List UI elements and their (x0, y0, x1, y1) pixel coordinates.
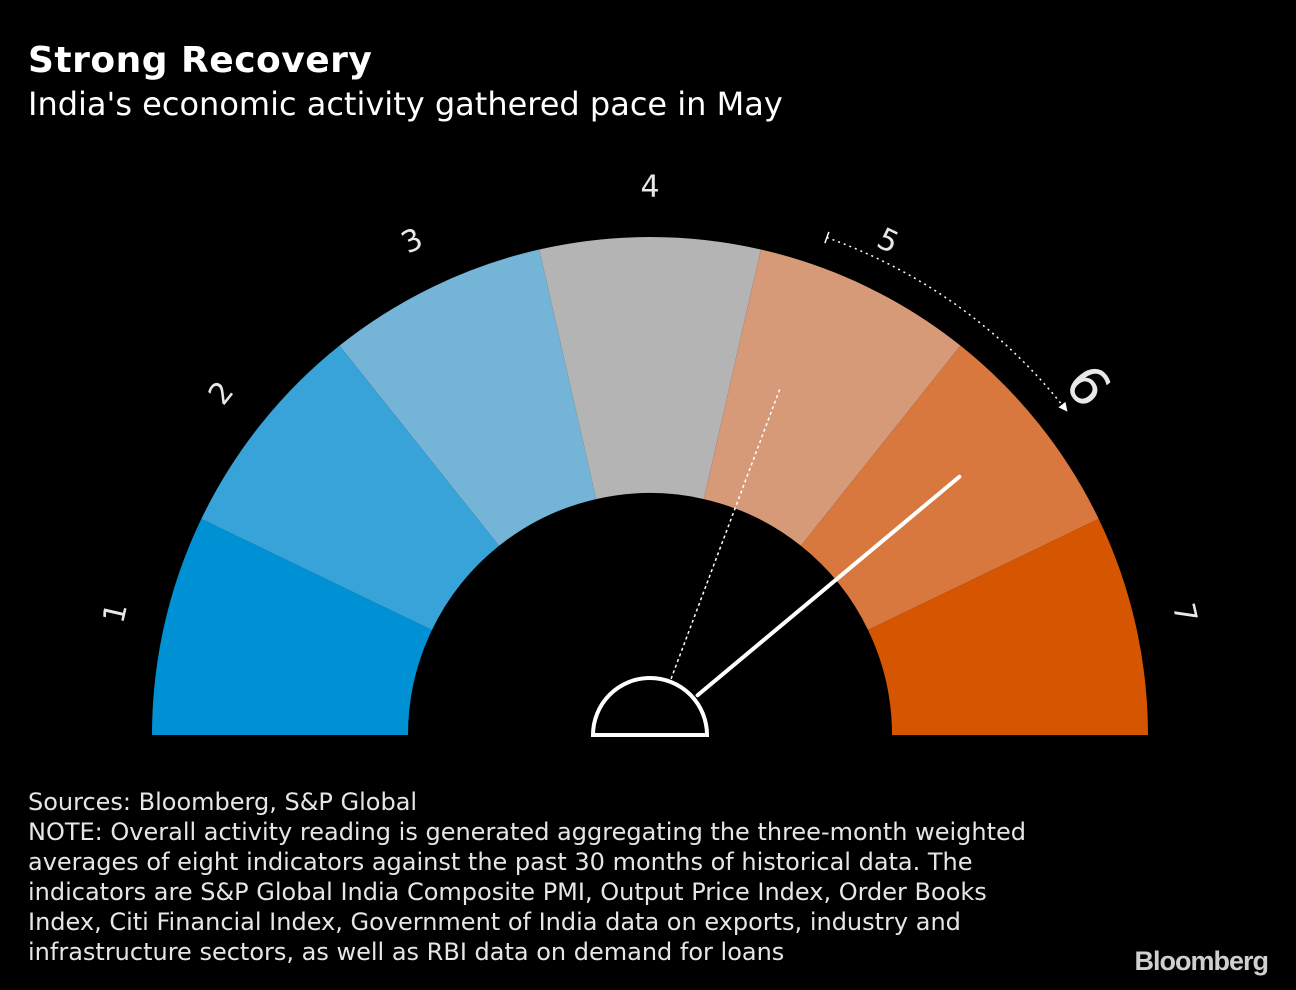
note-line-1: NOTE: Overall activity reading is genera… (28, 818, 1027, 846)
previous-reading-line (670, 388, 781, 680)
note-line-5: infrastructure sectors, as well as RBI d… (28, 938, 785, 966)
gauge-label-2: 2 (202, 375, 241, 412)
chart-title: Strong Recovery (28, 40, 373, 81)
gauge-label-7: 7 (1165, 600, 1203, 626)
note-line-2: averages of eight indicators against the… (28, 848, 973, 876)
gauge-segment-4 (539, 237, 761, 500)
gauge-label-6: 6 (1052, 353, 1123, 419)
chart-footer: Sources: Bloomberg, S&P Global NOTE: Ove… (28, 787, 1108, 967)
gauge-label-1: 1 (97, 600, 135, 626)
gauge-segment-5 (703, 249, 961, 546)
change-arrow-tick (824, 231, 830, 244)
note-line-3: indicators are S&P Global India Composit… (28, 878, 987, 906)
gauge-label-4: 4 (640, 170, 659, 205)
note-line-4: Index, Citi Financial Index, Government … (28, 908, 961, 936)
gauge-segment-1 (152, 518, 432, 735)
gauge-label-3: 3 (396, 221, 428, 261)
gauge-segment-7 (868, 518, 1148, 735)
gauge-segment-3 (339, 249, 597, 546)
needle-hub (590, 676, 710, 737)
gauge-needle (695, 474, 962, 698)
change-arrow (826, 236, 1068, 412)
chart-subtitle: India's economic activity gathered pace … (28, 85, 783, 123)
gauge-segment-6 (800, 345, 1099, 631)
gauge-segment-2 (201, 345, 500, 631)
gauge-label-5: 5 (872, 221, 904, 261)
sources-text: Sources: Bloomberg, S&P Global (28, 788, 418, 816)
bloomberg-logo: Bloomberg (1134, 946, 1269, 976)
